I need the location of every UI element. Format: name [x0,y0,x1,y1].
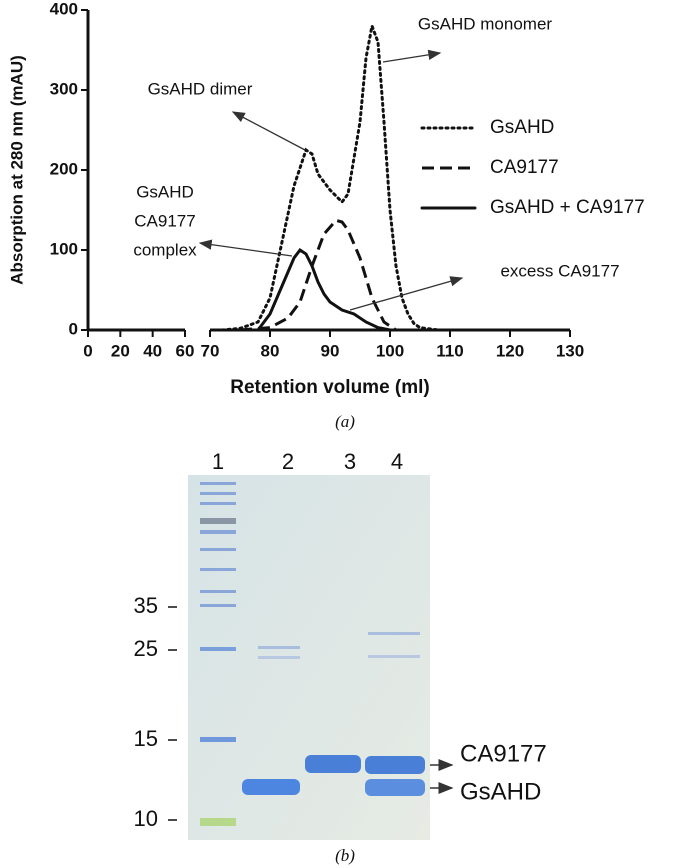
x-tick-label: 90 [321,341,340,360]
annotation-arrow [382,49,442,63]
band-label: GsAHD [460,778,541,805]
marker-label: 15 [134,726,158,751]
x-tick-label: 100 [376,341,404,360]
x-tick-label: 130 [556,341,584,360]
y-tick-label: 200 [50,159,78,178]
annotation: complex [133,240,197,259]
band-label: CA9177 [460,740,547,767]
y-tick-label: 400 [50,0,78,18]
y-tick-label: 300 [50,79,78,98]
marker-label: 25 [134,636,158,661]
legend-label: CA9177 [490,157,559,178]
panel-label: (b) [335,846,355,865]
y-tick-label: 0 [69,319,78,338]
y-axis-label: Absorption at 280 nm (mAU) [7,55,26,285]
lane-label: 3 [344,449,356,474]
legend-label: GsAHD + CA9177 [490,197,645,218]
lane-label: 4 [391,449,403,474]
x-tick-label: 70 [201,341,220,360]
x-axis-label: Retention volume (ml) [230,377,430,398]
gel-image [188,475,430,840]
x-tick-label: 0 [83,341,92,360]
annotation: CA9177 [134,211,195,230]
data-line [256,247,392,332]
annotation: GsAHD dimer [148,79,253,98]
panel-label: (a) [335,412,355,431]
x-tick-label: 20 [111,341,130,360]
annotation: GsAHD [136,182,194,201]
legend-label: GsAHD [490,117,554,138]
x-tick-label: 120 [496,341,524,360]
y-tick-label: 100 [50,239,78,258]
annotation: GsAHD monomer [418,14,552,33]
marker-label: 35 [134,593,158,618]
annotation-arrow [198,239,293,257]
lane-label: 2 [282,449,294,474]
annotation-arrow [231,111,306,151]
annotation: excess CA9177 [500,261,619,280]
x-tick-label: 40 [143,341,162,360]
lane-label: 1 [212,449,224,474]
marker-label: 10 [134,806,158,831]
x-tick-label: 110 [436,341,463,360]
x-tick-label: 60 [176,341,195,360]
annotation-arrow [349,276,464,311]
data-line [220,20,440,332]
x-tick-label: 80 [261,341,280,360]
